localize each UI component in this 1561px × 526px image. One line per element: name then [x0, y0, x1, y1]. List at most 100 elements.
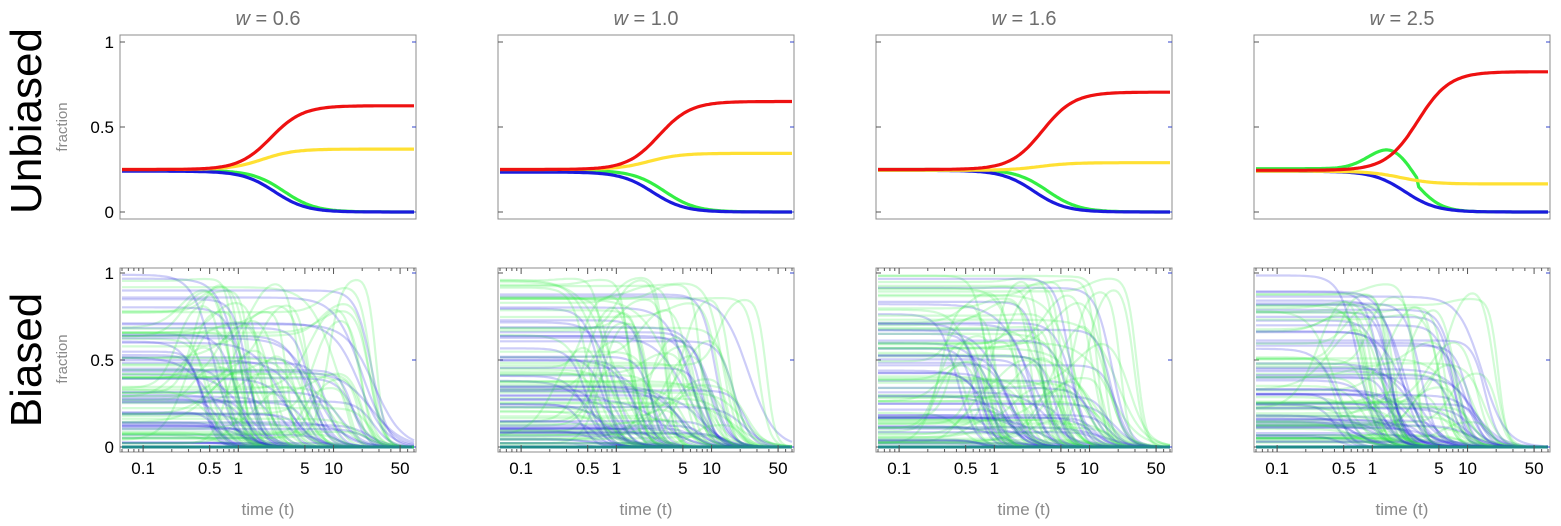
biased-blue-trajectory	[500, 389, 792, 448]
biased-green-trajectory	[500, 380, 792, 449]
xtick-label-4-3: 5	[1434, 459, 1443, 478]
xlabel-1: time (t)	[242, 500, 295, 519]
row-label-biased: Biased	[2, 293, 51, 428]
unbiased-red-line-3	[878, 90, 1170, 172]
biased-green-trajectory	[500, 383, 793, 448]
biased-green-trajectory	[500, 298, 793, 448]
biased-green-trajectory	[878, 294, 1170, 449]
xtick-label-4-5: 50	[1525, 459, 1544, 478]
xlabel-2: time (t)	[620, 500, 673, 519]
xtick-label-3-4: 10	[1080, 459, 1099, 478]
biased-blue-trajectory	[1256, 339, 1548, 449]
biased-blue-trajectory	[122, 377, 414, 448]
biased-green-trajectory	[122, 302, 414, 448]
biased-green-trajectory	[878, 274, 1170, 449]
xtick-label-1-1: 0.5	[198, 459, 222, 478]
biased-green-trajectory	[1256, 292, 1548, 449]
biased-blue-trajectory	[878, 286, 1171, 448]
biased-green-trajectory	[122, 386, 414, 449]
biased-green-trajectory	[1256, 424, 1548, 448]
biased-blue-trajectory	[878, 395, 1170, 449]
biased-green-trajectory	[878, 422, 1170, 449]
biased-green-trajectory	[1256, 357, 1548, 448]
biased-trajectories-1	[121, 273, 415, 449]
biased-green-trajectory	[500, 397, 792, 448]
biased-green-trajectory	[500, 297, 792, 448]
xtick-label-4-0: 0.1	[1265, 459, 1289, 478]
biased-blue-trajectory	[878, 386, 1170, 449]
col-title-4: w = 2.5	[1369, 8, 1434, 30]
biased-blue-trajectory	[122, 370, 415, 444]
biased-green-trajectory	[878, 426, 1170, 448]
biased-blue-trajectory	[500, 405, 793, 448]
biased-green-trajectory	[878, 277, 1171, 448]
biased-green-trajectory	[122, 278, 414, 449]
biased-green-trajectory	[500, 378, 792, 449]
biased-blue-trajectory	[878, 328, 1170, 449]
xlabel-3: time (t)	[998, 500, 1051, 519]
biased-blue-trajectory	[122, 423, 414, 448]
biased-green-trajectory	[500, 282, 792, 449]
biased-green-trajectory	[878, 302, 1170, 448]
xtick-label-1-2: 1	[234, 459, 243, 478]
biased-blue-trajectory	[122, 400, 415, 448]
biased-green-trajectory	[122, 430, 414, 449]
xtick-label-4-1: 0.5	[1332, 459, 1356, 478]
xtick-label-1-4: 10	[324, 459, 343, 478]
xtick-label-2-0: 0.1	[509, 459, 533, 478]
biased-green-trajectory	[878, 293, 1170, 448]
biased-blue-trajectory	[1256, 394, 1548, 448]
col-title-3: w = 1.6	[991, 8, 1056, 30]
unbiased-green-line-4	[1256, 148, 1548, 214]
col-title-1: w = 0.6	[235, 8, 300, 30]
unbiased-ytick-label-2: 1	[105, 33, 114, 52]
biased-blue-trajectory	[1256, 407, 1548, 449]
biased-green-trajectory	[500, 297, 793, 448]
biased-green-trajectory	[122, 319, 414, 449]
biased-blue-trajectory	[122, 337, 414, 448]
biased-green-trajectory	[500, 302, 792, 449]
xtick-label-3-2: 1	[990, 459, 999, 478]
biased-green-trajectory	[1256, 341, 1548, 449]
biased-green-trajectory	[122, 310, 415, 448]
xtick-label-3-0: 0.1	[887, 459, 911, 478]
xtick-label-4-4: 10	[1458, 459, 1477, 478]
unbiased-green-line-1	[122, 168, 414, 214]
unbiased-yellow-line-1	[122, 147, 414, 172]
biased-blue-trajectory	[122, 323, 415, 442]
biased-blue-trajectory	[878, 416, 1170, 449]
biased-green-trajectory	[878, 400, 1170, 448]
biased-blue-trajectory	[500, 326, 792, 449]
biased-blue-trajectory	[1256, 295, 1549, 448]
biased-blue-trajectory	[1256, 368, 1549, 448]
biased-blue-trajectory	[1256, 341, 1548, 449]
unbiased-blue-line-1	[122, 169, 414, 214]
xtick-label-2-3: 5	[678, 459, 687, 478]
biased-blue-trajectory	[122, 428, 414, 448]
biased-blue-trajectory	[878, 402, 1171, 448]
row-label-unbiased: Unbiased	[2, 28, 51, 214]
biased-ytick-label-0: 0	[105, 438, 114, 457]
xtick-label-2-4: 10	[702, 459, 721, 478]
xtick-label-3-1: 0.5	[954, 459, 978, 478]
xlabel-4: time (t)	[1376, 500, 1429, 519]
biased-green-trajectory	[878, 325, 1170, 448]
biased-blue-trajectory	[122, 369, 414, 449]
biased-ytick-label-1: 0.5	[90, 351, 114, 370]
xtick-label-3-5: 50	[1147, 459, 1166, 478]
biased-blue-trajectory	[500, 335, 792, 448]
biased-green-trajectory	[500, 435, 792, 449]
biased-green-trajectory	[878, 289, 1171, 448]
xtick-label-3-3: 5	[1056, 459, 1065, 478]
biased-green-trajectory	[878, 380, 1170, 449]
biased-blue-trajectory	[1256, 424, 1548, 449]
biased-trajectories-3	[877, 274, 1171, 449]
biased-green-trajectory	[1256, 364, 1548, 449]
xtick-label-1-5: 50	[391, 459, 410, 478]
biased-blue-trajectory	[500, 293, 792, 449]
biased-green-trajectory	[1256, 372, 1548, 449]
biased-blue-trajectory	[500, 340, 792, 448]
unbiased-red-line-4	[1256, 70, 1548, 172]
